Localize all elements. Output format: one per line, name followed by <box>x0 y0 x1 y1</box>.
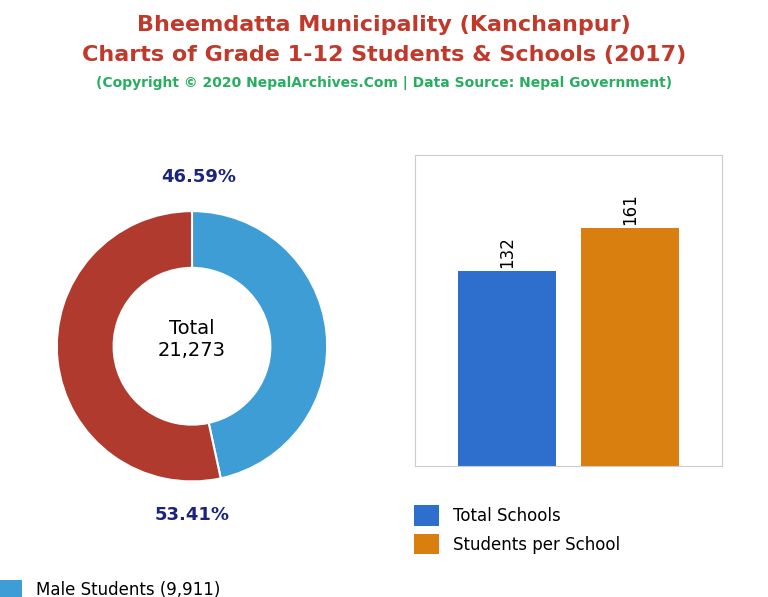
Text: 132: 132 <box>498 236 516 267</box>
Text: 161: 161 <box>621 193 639 224</box>
Text: Bheemdatta Municipality (Kanchanpur): Bheemdatta Municipality (Kanchanpur) <box>137 15 631 35</box>
Text: Total
21,273: Total 21,273 <box>158 319 226 360</box>
Bar <box>581 227 679 466</box>
Text: 53.41%: 53.41% <box>154 506 230 524</box>
Legend: Total Schools, Students per School: Total Schools, Students per School <box>408 499 627 561</box>
Text: Charts of Grade 1-12 Students & Schools (2017): Charts of Grade 1-12 Students & Schools … <box>82 45 686 65</box>
Legend: Male Students (9,911), Female Students (11,362): Male Students (9,911), Female Students (… <box>0 573 258 597</box>
Text: (Copyright © 2020 NepalArchives.Com | Data Source: Nepal Government): (Copyright © 2020 NepalArchives.Com | Da… <box>96 76 672 90</box>
Text: 46.59%: 46.59% <box>161 168 237 186</box>
Wedge shape <box>192 211 327 478</box>
Wedge shape <box>57 211 220 481</box>
Bar <box>458 270 556 466</box>
